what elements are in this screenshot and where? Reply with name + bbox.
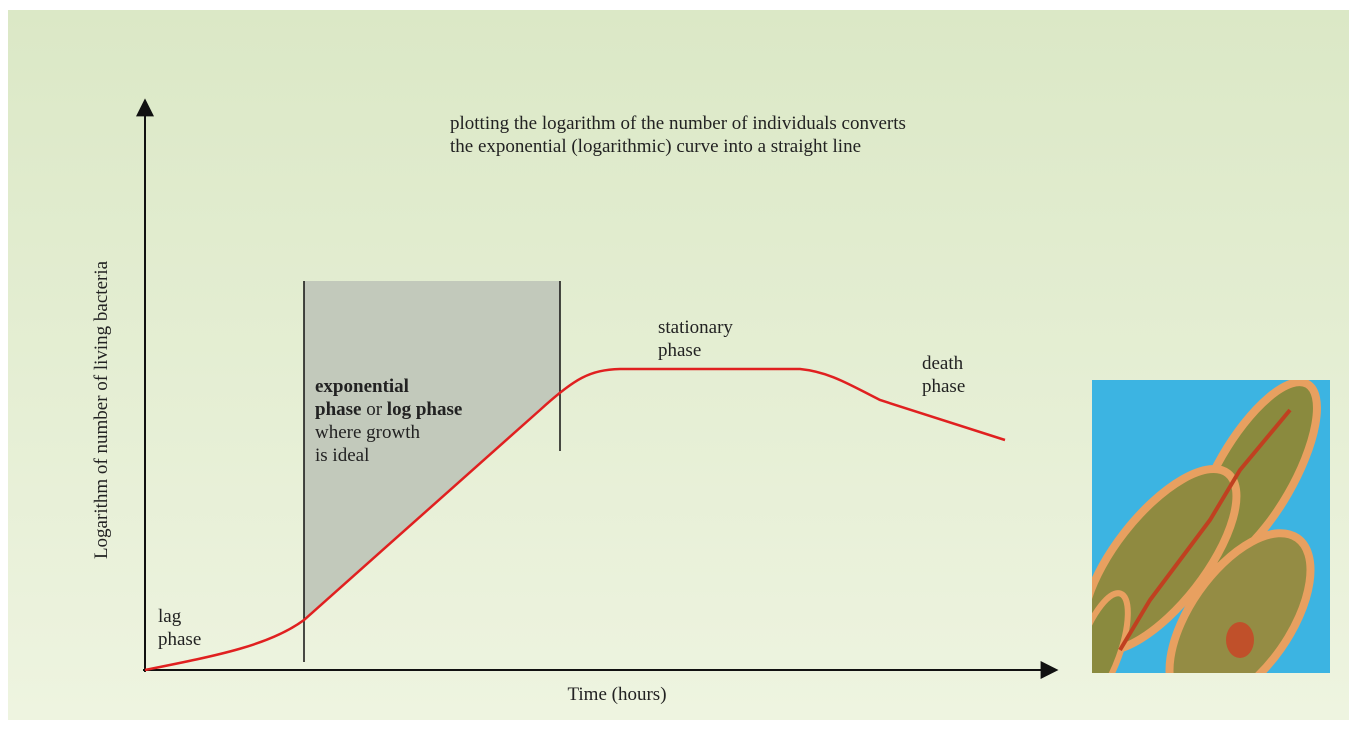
label-line: lag	[158, 606, 182, 627]
lag-label: lag phase	[158, 606, 201, 650]
exponential-label: exponential phase or log phase where growt…	[315, 376, 462, 466]
note: plotting the logarithm of the number of …	[450, 113, 911, 157]
label-run: log phase	[387, 399, 463, 420]
label-line: phase	[658, 340, 701, 361]
stationary-label: stationary phase	[658, 317, 738, 361]
bacteria-photo	[1092, 380, 1330, 673]
label-line: phase	[158, 629, 201, 650]
y-axis-label: Logarithm of number of living bacteria	[91, 260, 112, 559]
death-label: death phase	[922, 353, 968, 397]
label-run: where growth	[315, 422, 420, 443]
x-axis-label: Time (hours)	[567, 684, 666, 705]
label-line: phase	[922, 376, 965, 397]
exponential-region	[304, 281, 560, 620]
note-line: the exponential (logarithmic) curve into…	[450, 136, 861, 157]
label-line: stationary	[658, 317, 733, 338]
label-run: or	[361, 399, 386, 420]
note-line: plotting the logarithm of the number of …	[450, 113, 906, 134]
label-run: is ideal	[315, 445, 369, 466]
growth-curve	[144, 367, 1006, 672]
label-run: exponential	[315, 376, 409, 397]
label-line: death	[922, 353, 964, 374]
label-run: phase	[315, 399, 361, 420]
